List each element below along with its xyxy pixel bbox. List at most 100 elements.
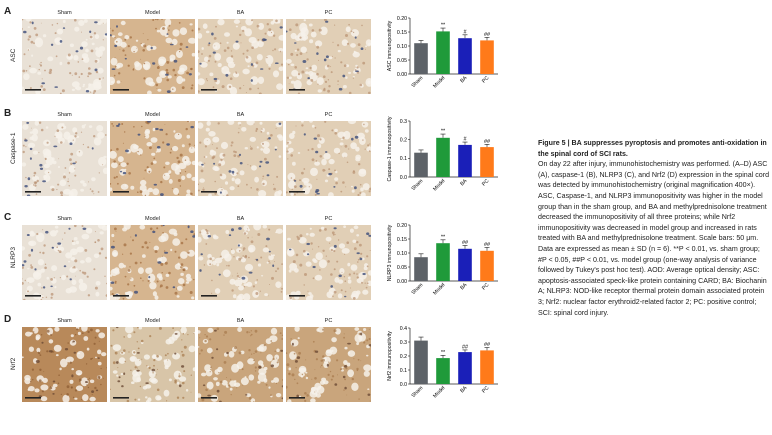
micrograph-header: Sham [57, 216, 72, 222]
micrograph-header: BA [236, 112, 245, 118]
significance-mark: ** [441, 129, 446, 135]
micrograph-header: PC [324, 10, 333, 16]
x-tick-label: Sham [411, 282, 425, 296]
micrograph-header: Sham [57, 318, 72, 324]
bar-sham [414, 257, 428, 281]
significance-mark: ## [462, 240, 469, 246]
scale-bar [289, 89, 305, 91]
error-bar [484, 347, 490, 351]
bar-chart-d: 0.0 0.1 0.2 0.3 0.4 Nrf2 immunopositivity Sham… [380, 322, 520, 412]
micrograph-d-pc [286, 327, 371, 402]
error-bar [484, 144, 490, 148]
x-tick-label: PC [481, 385, 491, 395]
micrograph-c-ba [198, 225, 283, 300]
micrograph-b-ba [198, 121, 283, 196]
bar-model [436, 137, 450, 177]
significance-mark: ## [484, 242, 491, 248]
row-label-a: ASC [10, 48, 17, 62]
error-bar [462, 141, 468, 145]
scale-bar [113, 89, 129, 91]
bar-ba [458, 248, 472, 281]
micrograph-header: Model [145, 10, 160, 16]
micrograph-b-sham [22, 121, 107, 196]
error-bar [484, 37, 490, 41]
y-tick-label: 0.15 [397, 237, 407, 243]
panel-letter-a: A [4, 6, 12, 17]
micrograph-header: PC [324, 112, 333, 118]
scale-bar [25, 89, 41, 91]
y-axis-label: NLRP3 immunopositivity [387, 224, 393, 281]
bar-ba [458, 38, 472, 74]
bar-pc [480, 350, 494, 384]
scale-bar [25, 397, 41, 399]
micrograph-a-pc [286, 19, 371, 94]
error-bar [440, 133, 446, 138]
micrograph-c-model [110, 225, 195, 300]
error-bar [484, 247, 490, 251]
error-bar [418, 149, 424, 153]
micrograph-header: Sham [57, 10, 72, 16]
y-tick-label: 0.4 [400, 326, 407, 332]
scale-bar [113, 191, 129, 193]
significance-mark: # [463, 137, 467, 143]
bar-ba [458, 352, 472, 384]
x-tick-label: Sham [411, 75, 425, 89]
scale-bar [113, 397, 129, 399]
bar-chart-b: 0.0 0.1 0.2 0.3 Caspase-1 immunopositivity Sh… [380, 115, 520, 205]
significance-mark: ## [484, 342, 491, 348]
micrograph-header: PC [324, 216, 333, 222]
figure-caption: Figure 5 | BA suppresses pyroptosis and … [538, 138, 770, 318]
error-bar [462, 349, 468, 353]
y-tick-label: 0.00 [397, 279, 407, 285]
micrograph-d-sham [22, 327, 107, 402]
panel-letter-c: C [4, 212, 12, 223]
x-tick-label: BA [459, 178, 469, 188]
y-axis-label: Nrf2 immunopositivity [387, 331, 393, 381]
micrograph-header: Model [145, 112, 160, 118]
bar-model [436, 31, 450, 74]
micrograph-header: PC [324, 318, 333, 324]
panel-letter-d: D [4, 314, 12, 325]
significance-mark: ## [462, 344, 469, 350]
x-tick-label: BA [459, 385, 469, 395]
x-tick-label: Sham [411, 178, 425, 192]
error-bar [462, 34, 468, 39]
y-axis-label: ASC immunopositivity [387, 20, 393, 71]
micrograph-d-model [110, 327, 195, 402]
error-bar [440, 27, 446, 32]
bar-pc [480, 147, 494, 177]
x-tick-label: Model [432, 385, 446, 399]
scale-bar [113, 295, 129, 297]
micrograph-header: BA [236, 318, 245, 324]
x-tick-label: Model [432, 178, 446, 192]
micrograph-b-pc [286, 121, 371, 196]
y-tick-label: 0.0 [400, 175, 407, 181]
scale-bar [25, 191, 41, 193]
panel-letter-b: B [4, 108, 12, 119]
scale-bar [289, 191, 305, 193]
caption-body: On day 22 after injury, immunohistochemi… [538, 160, 770, 317]
error-bar [462, 245, 468, 249]
x-tick-label: PC [481, 282, 491, 292]
bar-model [436, 358, 450, 384]
y-tick-label: 0.0 [400, 382, 407, 388]
scale-bar [289, 295, 305, 297]
scale-bar [201, 397, 217, 399]
bar-chart-a: 0.00 0.05 0.10 0.15 0.20 ASC immunopositivity… [380, 12, 520, 102]
y-tick-label: 0.05 [397, 265, 407, 271]
caption-title: Figure 5 | BA suppresses pyroptosis and … [538, 139, 767, 158]
micrograph-a-sham [22, 19, 107, 94]
x-tick-label: Model [432, 75, 446, 89]
y-tick-label: 0.3 [400, 119, 407, 125]
scale-bar [25, 295, 41, 297]
y-tick-label: 0.20 [397, 16, 407, 22]
scale-bar [201, 89, 217, 91]
y-tick-label: 0.10 [397, 44, 407, 50]
y-tick-label: 0.1 [400, 368, 407, 374]
micrograph-b-model [110, 121, 195, 196]
x-tick-label: BA [459, 282, 469, 292]
row-label-b: Caspase-1 [10, 132, 17, 164]
bar-model [436, 243, 450, 281]
y-tick-label: 0.10 [397, 251, 407, 257]
micrograph-a-model [110, 19, 195, 94]
